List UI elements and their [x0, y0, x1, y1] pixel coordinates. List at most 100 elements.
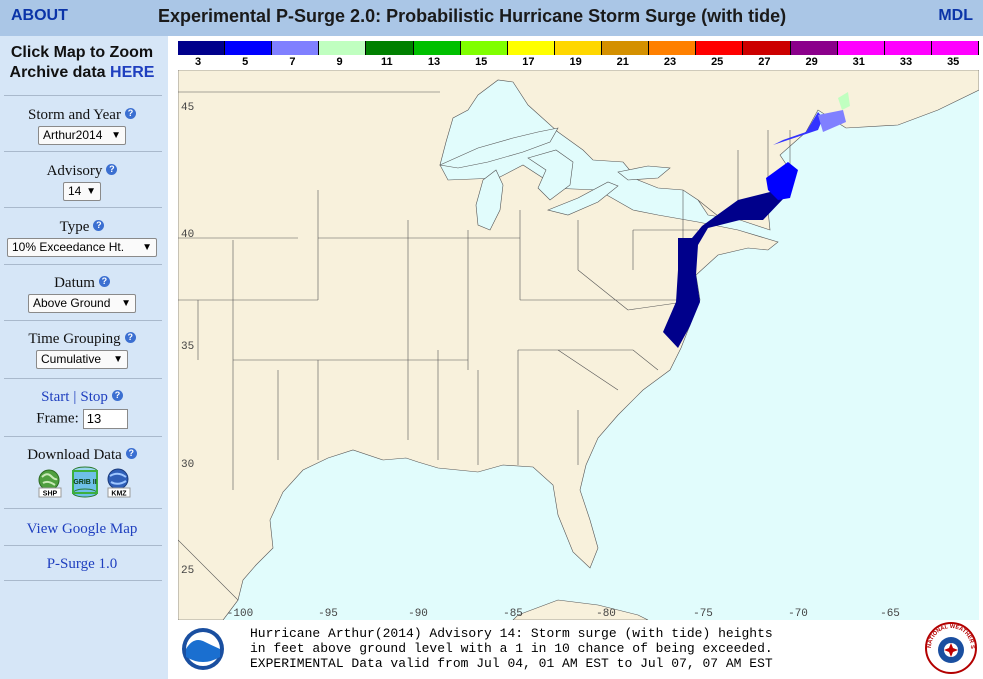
legend-swatch: [460, 41, 508, 55]
divider: [4, 151, 162, 152]
legend-swatch: [178, 41, 226, 55]
grib-text: GRIB II: [73, 479, 96, 486]
storm-select[interactable]: Arthur2014 ▼: [38, 126, 126, 145]
storm-help-icon[interactable]: ?: [124, 108, 136, 119]
lat-label: 30: [181, 459, 194, 471]
divider: [4, 508, 162, 509]
datum-select[interactable]: Above Ground ▼: [28, 294, 136, 313]
surge-band-5ft: [766, 162, 798, 200]
frame-label: Frame:: [36, 410, 79, 427]
legend-tick-label: 3: [194, 56, 202, 68]
divider: [4, 264, 162, 265]
legend-swatch: [837, 41, 885, 55]
frame-input[interactable]: 13: [82, 409, 128, 429]
about-link[interactable]: ABOUT: [11, 7, 68, 24]
legend-tick-label: 17: [522, 56, 535, 68]
legend-tick-label: 5: [242, 56, 249, 68]
advisory-section: Advisory? 14 ▼: [0, 162, 164, 201]
datum-select-value: Above Ground: [33, 296, 111, 310]
type-select-value: 10% Exceedance Ht.: [12, 240, 125, 254]
kmz-download-icon[interactable]: KMZ: [106, 468, 132, 498]
lake-erie: [547, 181, 619, 216]
divider: [4, 320, 162, 321]
lon-label: -65: [880, 608, 900, 620]
time-grouping-help-icon[interactable]: ?: [124, 332, 136, 343]
cuba-land: [512, 599, 649, 620]
noaa-text: NOAA: [196, 634, 211, 640]
google-map-section: View Google Map: [0, 520, 164, 538]
legend-swatch: [649, 41, 697, 55]
mexico-land: [178, 539, 239, 620]
archive-here-link[interactable]: HERE: [110, 64, 155, 81]
legend-tick-label: 27: [758, 56, 771, 68]
lake-huron: [527, 149, 574, 201]
time-grouping-section: Time Grouping? Cumulative ▼: [0, 330, 164, 369]
surge-map[interactable]: 45 40 35 30 25 -100 -95 -90 -85 -80 -75 -70 -65: [178, 70, 979, 620]
legend-swatch: [554, 41, 603, 55]
datum-label: Datum: [54, 275, 95, 291]
storm-select-value: Arthur2014: [43, 128, 103, 142]
legend-tick-label: 15: [475, 56, 488, 68]
legend-tick-label: 33: [899, 56, 913, 68]
legend-tick-label: 25: [711, 56, 724, 68]
shp-download-icon[interactable]: SHP: [37, 468, 63, 498]
lat-label: 45: [181, 102, 194, 114]
stop-link[interactable]: Stop: [80, 389, 108, 405]
type-help-icon[interactable]: ?: [93, 220, 105, 231]
legend-tick-label: 29: [805, 56, 818, 68]
lon-label: -80: [596, 608, 616, 620]
surge-band-3ft: [663, 190, 784, 348]
legend-swatch: [366, 41, 414, 55]
lon-label: -70: [788, 608, 808, 620]
psurge1-section: P-Surge 1.0: [0, 555, 164, 573]
advisory-help-icon[interactable]: ?: [106, 164, 118, 175]
grib-download-icon[interactable]: GRIB II: [70, 466, 100, 498]
legend-swatch: [602, 41, 650, 55]
legend-swatch: [319, 41, 367, 55]
divider: [4, 95, 162, 96]
download-section: Download Data? SHP GRIB II KMZ: [0, 446, 164, 498]
chevron-down-icon: ▼: [111, 130, 121, 141]
kmz-text: KMZ: [111, 491, 127, 498]
legend-swatch: [225, 41, 273, 55]
legend-tick-label: 35: [947, 56, 960, 68]
lon-label: -75: [693, 608, 713, 620]
nws-logo[interactable]: NATIONAL WEATHER SERVICE: [925, 622, 977, 674]
start-link[interactable]: Start: [41, 389, 70, 405]
caption-line-1: Hurricane Arthur(2014) Advisory 14: Stor…: [250, 626, 773, 641]
divider: [4, 378, 162, 379]
start-stop-divider: |: [73, 389, 77, 405]
advisory-label: Advisory: [46, 163, 103, 179]
time-grouping-label: Time Grouping: [28, 331, 121, 347]
legend-swatch: [790, 41, 838, 55]
legend-swatch: [696, 41, 744, 55]
advisory-select-value: 14: [68, 184, 82, 198]
mdl-link[interactable]: MDL: [938, 7, 973, 24]
noaa-logo[interactable]: NOAA: [181, 627, 225, 671]
advisory-select[interactable]: 14 ▼: [63, 182, 101, 201]
type-select[interactable]: 10% Exceedance Ht. ▼: [7, 238, 157, 257]
caption-line-3: EXPERIMENTAL Data valid from Jul 04, 01 …: [250, 656, 773, 671]
divider: [4, 580, 162, 581]
legend-swatch: [507, 41, 555, 55]
lon-label: -90: [408, 608, 428, 620]
lon-label: -85: [503, 608, 523, 620]
lake-ontario: [617, 165, 671, 181]
lat-label: 40: [181, 229, 194, 241]
animation-section: Start | Stop? Frame: 13: [0, 388, 164, 429]
surge-band-9ft: [838, 92, 850, 110]
download-help-icon[interactable]: ?: [125, 448, 137, 459]
surge-band-7ft: [818, 110, 846, 132]
view-google-map-link[interactable]: View Google Map: [26, 521, 138, 537]
color-legend: 3 5 7 9 11 13 15 17 19 21 23 25 27 29 31 33 35: [178, 41, 979, 68]
storm-label: Storm and Year: [28, 107, 121, 123]
lat-labels: 45 40 35 30 25: [181, 102, 194, 577]
datum-help-icon[interactable]: ?: [98, 276, 110, 287]
legend-tick-label: 11: [380, 56, 393, 68]
time-grouping-select[interactable]: Cumulative ▼: [36, 350, 128, 369]
legend-swatch: [743, 41, 791, 55]
psurge1-link[interactable]: P-Surge 1.0: [46, 556, 118, 572]
animation-help-icon[interactable]: ?: [111, 390, 123, 401]
legend-tick-label: 19: [569, 56, 582, 68]
lake-superior: [438, 127, 559, 169]
